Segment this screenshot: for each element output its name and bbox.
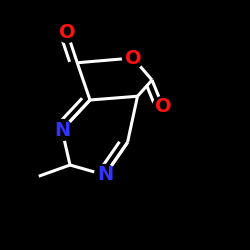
Circle shape xyxy=(94,164,116,186)
Circle shape xyxy=(152,96,174,117)
Circle shape xyxy=(56,22,78,42)
Text: O: O xyxy=(59,22,75,42)
Circle shape xyxy=(122,48,144,68)
Text: N: N xyxy=(54,120,70,140)
Text: N: N xyxy=(97,166,113,184)
Text: O: O xyxy=(155,98,171,116)
Circle shape xyxy=(52,120,72,141)
Text: O: O xyxy=(125,48,141,68)
